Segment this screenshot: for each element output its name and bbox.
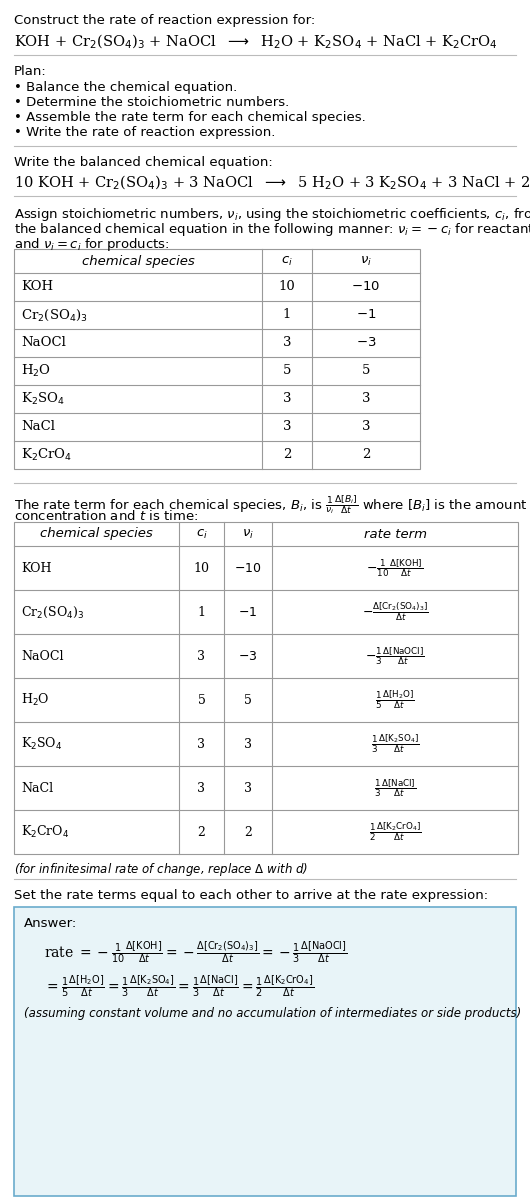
Text: 3: 3 [244, 781, 252, 795]
Text: Plan:: Plan: [14, 65, 47, 78]
Bar [14, 907, 516, 1196]
Text: H$_2$O: H$_2$O [21, 692, 50, 708]
Text: • Determine the stoichiometric numbers.: • Determine the stoichiometric numbers. [14, 96, 289, 110]
Text: $c_i$: $c_i$ [281, 254, 293, 267]
Text: the balanced chemical equation in the following manner: $\nu_i = -c_i$ for react: the balanced chemical equation in the fo… [14, 222, 530, 238]
Text: 1: 1 [283, 308, 291, 321]
Text: The rate term for each chemical species, $B_i$, is $\frac{1}{\nu_i}\frac{\Delta[: The rate term for each chemical species,… [14, 492, 527, 517]
Text: 3: 3 [362, 393, 370, 406]
Text: 3: 3 [362, 420, 370, 433]
Text: Cr$_2$(SO$_4$)$_3$: Cr$_2$(SO$_4$)$_3$ [21, 604, 84, 620]
Text: $= \frac{1}{5}\frac{\Delta[\mathrm{H}_2\mathrm{O}]}{\Delta t} = \frac{1}{3}\frac: $= \frac{1}{5}\frac{\Delta[\mathrm{H}_2\… [44, 973, 314, 999]
Text: (for infinitesimal rate of change, replace $\Delta$ with $d$): (for infinitesimal rate of change, repla… [14, 861, 308, 878]
Text: $-\frac{1}{10}\frac{\Delta[\mathrm{KOH}]}{\Delta t}$: $-\frac{1}{10}\frac{\Delta[\mathrm{KOH}]… [366, 557, 423, 579]
Text: • Assemble the rate term for each chemical species.: • Assemble the rate term for each chemic… [14, 111, 366, 124]
Text: $-10$: $-10$ [234, 561, 262, 574]
Text: 3: 3 [282, 336, 292, 349]
Text: $-3$: $-3$ [356, 336, 376, 349]
Text: 10 KOH + Cr$_2$(SO$_4$)$_3$ + 3 NaOCl  $\longrightarrow$  5 H$_2$O + 3 K$_2$SO$_: 10 KOH + Cr$_2$(SO$_4$)$_3$ + 3 NaOCl $\… [14, 175, 530, 193]
Text: (assuming constant volume and no accumulation of intermediates or side products): (assuming constant volume and no accumul… [24, 1007, 521, 1020]
Text: 3: 3 [244, 738, 252, 750]
Text: $-1$: $-1$ [356, 308, 376, 321]
Text: chemical species: chemical species [82, 254, 195, 267]
Text: 2: 2 [244, 826, 252, 838]
Text: • Balance the chemical equation.: • Balance the chemical equation. [14, 81, 237, 94]
Bar [14, 523, 518, 854]
Text: H$_2$O: H$_2$O [21, 362, 51, 379]
Text: $-1$: $-1$ [238, 606, 258, 619]
Text: rate term: rate term [364, 527, 427, 541]
Text: Write the balanced chemical equation:: Write the balanced chemical equation: [14, 157, 273, 169]
Text: 1: 1 [198, 606, 206, 619]
Text: 3: 3 [198, 738, 206, 750]
Text: $\frac{1}{3}\frac{\Delta[\mathrm{NaCl}]}{\Delta t}$: $\frac{1}{3}\frac{\Delta[\mathrm{NaCl}]}… [374, 777, 416, 799]
Text: • Write the rate of reaction expression.: • Write the rate of reaction expression. [14, 126, 276, 138]
Text: $\frac{1}{2}\frac{\Delta[\mathrm{K}_2\mathrm{CrO}_4]}{\Delta t}$: $\frac{1}{2}\frac{\Delta[\mathrm{K}_2\ma… [369, 821, 421, 843]
Text: 3: 3 [282, 420, 292, 433]
Text: $\nu_i$: $\nu_i$ [242, 527, 254, 541]
Text: KOH + Cr$_2$(SO$_4$)$_3$ + NaOCl  $\longrightarrow$  H$_2$O + K$_2$SO$_4$ + NaCl: KOH + Cr$_2$(SO$_4$)$_3$ + NaOCl $\longr… [14, 33, 498, 52]
Text: $c_i$: $c_i$ [196, 527, 207, 541]
Text: Construct the rate of reaction expression for:: Construct the rate of reaction expressio… [14, 14, 315, 26]
Text: NaCl: NaCl [21, 781, 53, 795]
Text: K$_2$CrO$_4$: K$_2$CrO$_4$ [21, 447, 72, 464]
Bar [14, 249, 420, 470]
Text: chemical species: chemical species [40, 527, 153, 541]
Text: 10: 10 [279, 281, 295, 294]
Text: 5: 5 [362, 365, 370, 378]
Text: $-\frac{\Delta[\mathrm{Cr}_2(\mathrm{SO}_4)_3]}{\Delta t}$: $-\frac{\Delta[\mathrm{Cr}_2(\mathrm{SO}… [361, 601, 428, 624]
Text: 2: 2 [283, 449, 291, 461]
Text: K$_2$SO$_4$: K$_2$SO$_4$ [21, 391, 65, 407]
Text: 3: 3 [282, 393, 292, 406]
Text: concentration and $t$ is time:: concentration and $t$ is time: [14, 509, 198, 523]
Text: rate $= -\frac{1}{10}\frac{\Delta[\mathrm{KOH}]}{\Delta t} = -\frac{\Delta[\math: rate $= -\frac{1}{10}\frac{\Delta[\mathr… [44, 939, 347, 964]
Text: 10: 10 [193, 561, 209, 574]
Text: $\frac{1}{5}\frac{\Delta[\mathrm{H}_2\mathrm{O}]}{\Delta t}$: $\frac{1}{5}\frac{\Delta[\mathrm{H}_2\ma… [375, 689, 415, 712]
Text: 2: 2 [198, 826, 206, 838]
Text: 5: 5 [198, 694, 206, 707]
Text: NaOCl: NaOCl [21, 336, 66, 349]
Text: KOH: KOH [21, 561, 51, 574]
Text: $-3$: $-3$ [238, 649, 258, 662]
Text: Answer:: Answer: [24, 917, 77, 929]
Text: KOH: KOH [21, 281, 53, 294]
Text: Cr$_2$(SO$_4$)$_3$: Cr$_2$(SO$_4$)$_3$ [21, 307, 88, 323]
Text: Assign stoichiometric numbers, $\nu_i$, using the stoichiometric coefficients, $: Assign stoichiometric numbers, $\nu_i$, … [14, 206, 530, 223]
Text: K$_2$SO$_4$: K$_2$SO$_4$ [21, 736, 63, 752]
Text: NaOCl: NaOCl [21, 649, 64, 662]
Text: $\frac{1}{3}\frac{\Delta[\mathrm{K}_2\mathrm{SO}_4]}{\Delta t}$: $\frac{1}{3}\frac{\Delta[\mathrm{K}_2\ma… [370, 733, 419, 755]
Text: $\nu_i$: $\nu_i$ [360, 254, 372, 267]
Text: $-10$: $-10$ [351, 281, 381, 294]
Text: $-\frac{1}{3}\frac{\Delta[\mathrm{NaOCl}]}{\Delta t}$: $-\frac{1}{3}\frac{\Delta[\mathrm{NaOCl}… [365, 645, 425, 667]
Text: 3: 3 [198, 649, 206, 662]
Text: 5: 5 [244, 694, 252, 707]
Text: 3: 3 [198, 781, 206, 795]
Text: and $\nu_i = c_i$ for products:: and $\nu_i = c_i$ for products: [14, 236, 170, 253]
Text: 2: 2 [362, 449, 370, 461]
Text: Set the rate terms equal to each other to arrive at the rate expression:: Set the rate terms equal to each other t… [14, 889, 488, 902]
Text: K$_2$CrO$_4$: K$_2$CrO$_4$ [21, 824, 69, 840]
Text: NaCl: NaCl [21, 420, 55, 433]
Text: 5: 5 [283, 365, 291, 378]
